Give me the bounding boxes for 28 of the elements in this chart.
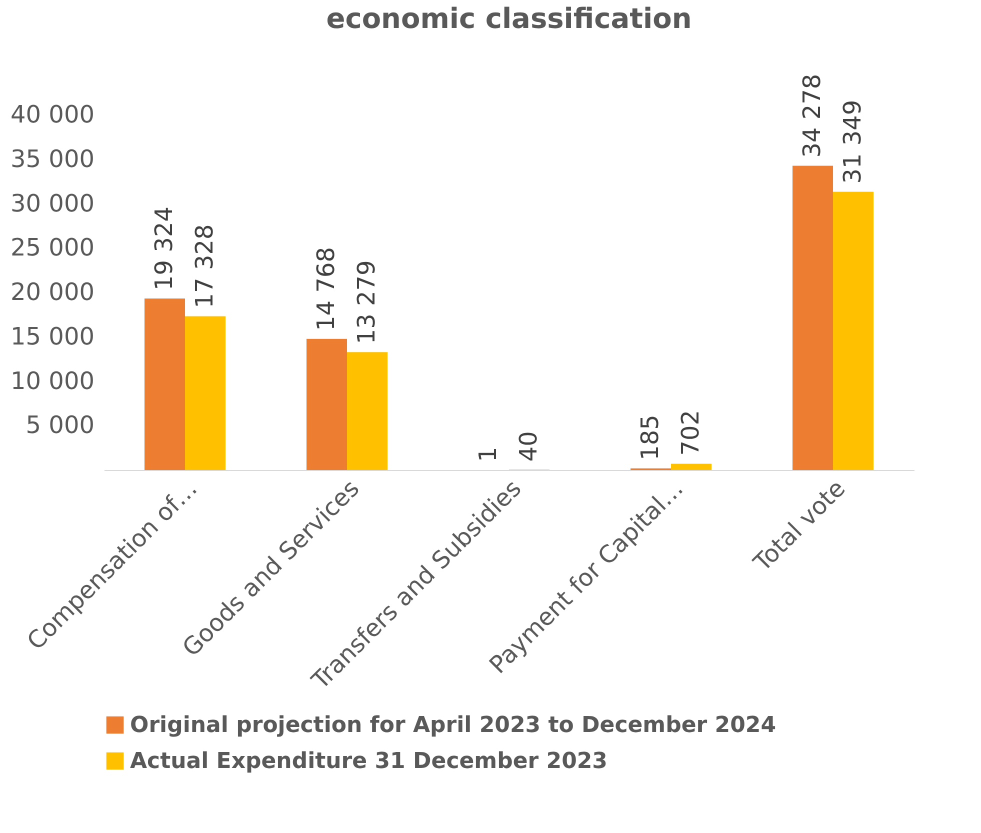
y-tick-label: 35 000 (10, 144, 94, 173)
legend-label: Actual Expenditure 31 December 2023 (130, 749, 608, 774)
chart-title: economic classification (326, 2, 692, 35)
data-label: 702 (676, 410, 704, 456)
bar (347, 352, 388, 470)
data-label: 1 (474, 446, 502, 462)
data-label: 31 349 (838, 100, 866, 184)
data-label: 19 324 (150, 206, 178, 290)
y-tick-label: 10 000 (10, 366, 94, 395)
bar (792, 166, 833, 470)
bar (306, 338, 347, 470)
data-label: 13 279 (352, 260, 380, 344)
bar (833, 192, 874, 470)
bar (144, 298, 185, 470)
y-tick-label: 20 000 (10, 278, 94, 306)
bar (185, 316, 226, 470)
data-label: 17 328 (190, 224, 218, 308)
y-tick-label: 25 000 (10, 234, 94, 262)
data-label: 34 278 (798, 74, 826, 158)
y-tick-label: 40 000 (10, 100, 94, 128)
data-label: 185 (636, 414, 664, 460)
legend-label: Original projection for April 2023 to December 2024 (130, 713, 776, 738)
y-tick-label: 5 000 (26, 411, 94, 440)
bar (671, 464, 712, 470)
y-tick-label: 30 000 (10, 189, 94, 218)
y-tick-label: 15 000 (10, 322, 94, 350)
data-label: 14 768 (312, 246, 340, 331)
data-label: 40 (514, 431, 542, 462)
